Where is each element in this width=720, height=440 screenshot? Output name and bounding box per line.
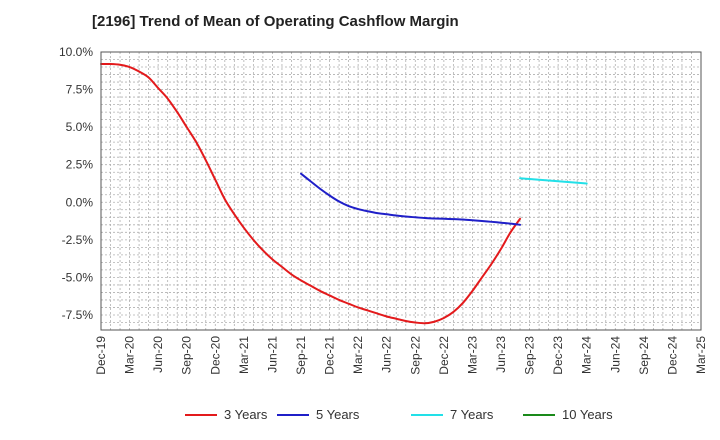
grid	[100, 51, 702, 331]
x-tick-label: Dec-23	[551, 336, 565, 375]
y-tick-label: -7.5%	[62, 308, 94, 322]
legend-label: 3 Years	[224, 407, 268, 422]
legend-label: 10 Years	[562, 407, 613, 422]
x-tick-label: Sep-24	[637, 336, 651, 375]
x-tick-label: Mar-21	[237, 336, 251, 374]
x-tick-label: Dec-20	[208, 336, 222, 375]
legend-label: 7 Years	[450, 407, 494, 422]
plot-frame	[100, 51, 702, 331]
legend-label: 5 Years	[316, 407, 360, 422]
legend: 3 Years 5 Years 7 Years 10 Years	[185, 407, 613, 422]
y-tick-label: 10.0%	[59, 45, 93, 59]
x-tick-label: Sep-20	[180, 336, 194, 375]
x-tick-label: Jun-24	[608, 336, 622, 373]
x-tick-label: Dec-24	[665, 336, 679, 375]
y-axis-ticks: 10.0% 7.5% 5.0% 2.5% 0.0% -2.5% -5.0% -7.5%	[59, 45, 93, 322]
x-tick-label: Mar-20	[123, 336, 137, 374]
series-line-7-years	[519, 177, 588, 185]
y-tick-label: 5.0%	[66, 120, 94, 134]
chart-title: [2196] Trend of Mean of Operating Cashfl…	[92, 13, 459, 30]
x-tick-label: Mar-22	[351, 336, 365, 374]
x-tick-label: Mar-24	[580, 336, 594, 374]
series-line-5-years	[300, 172, 522, 226]
y-tick-label: 7.5%	[66, 83, 94, 97]
y-tick-label: -5.0%	[62, 270, 94, 284]
x-tick-label: Jun-21	[265, 336, 279, 373]
x-tick-label: Jun-20	[151, 336, 165, 373]
x-tick-label: Dec-22	[437, 336, 451, 375]
x-tick-label: Sep-23	[523, 336, 537, 375]
x-tick-label: Dec-19	[94, 336, 108, 375]
series-line-3-years	[100, 62, 522, 325]
x-tick-label: Sep-22	[408, 336, 422, 375]
y-tick-label: -2.5%	[62, 233, 94, 247]
x-tick-label: Dec-21	[323, 336, 337, 375]
y-tick-label: 0.0%	[66, 195, 94, 209]
x-tick-label: Jun-23	[494, 336, 508, 373]
series-lines	[100, 62, 588, 325]
x-tick-label: Jun-22	[380, 336, 394, 373]
x-tick-label: Mar-23	[465, 336, 479, 374]
y-tick-label: 2.5%	[66, 158, 94, 172]
x-tick-label: Sep-21	[294, 336, 308, 375]
x-axis-ticks: Dec-19 Mar-20 Jun-20 Sep-20 Dec-20 Mar-21 Jun-…	[94, 336, 708, 375]
x-tick-label: Mar-25	[694, 336, 708, 374]
